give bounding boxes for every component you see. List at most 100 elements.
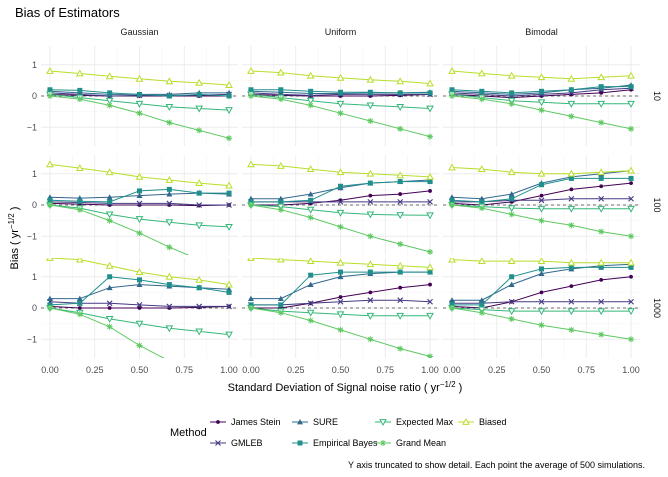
data-point-grand-mean xyxy=(427,133,434,140)
series-empirical-bayes xyxy=(449,264,634,308)
series-empirical-bayes xyxy=(248,179,433,205)
data-point-empirical-bayes xyxy=(308,88,314,94)
data-point-empirical-bayes xyxy=(479,199,485,205)
x-tick-label: 0.50 xyxy=(533,365,551,375)
data-point-empirical-bayes xyxy=(628,84,634,90)
legend-item-grand-mean: Grand Mean xyxy=(375,438,446,448)
legend-key-marker xyxy=(297,440,303,446)
series-biased xyxy=(247,66,434,87)
data-point-expected-max xyxy=(507,308,516,316)
x-tick-label: 0.00 xyxy=(242,365,260,375)
data-point-gmleb xyxy=(226,202,232,208)
series-empirical-bayes xyxy=(449,175,634,205)
y-tick-label: 1 xyxy=(32,60,37,70)
data-point-grand-mean xyxy=(568,222,575,229)
series-grand-mean xyxy=(46,305,202,377)
data-point-biased xyxy=(426,79,434,87)
data-point-biased xyxy=(276,68,285,76)
data-point-james-stein xyxy=(428,189,432,193)
data-point-empirical-bayes xyxy=(308,197,314,203)
legend-label: SURE xyxy=(313,417,338,427)
series-empirical-bayes xyxy=(47,186,232,205)
data-point-expected-max xyxy=(135,320,144,328)
series-biased xyxy=(448,258,635,266)
legend-key-marker xyxy=(462,417,470,425)
data-point-grand-mean xyxy=(46,93,53,99)
data-point-empirical-bayes xyxy=(77,87,83,93)
panel-series xyxy=(448,163,635,240)
data-point-grand-mean xyxy=(478,96,485,103)
data-point-empirical-bayes xyxy=(367,269,373,275)
data-point-sure xyxy=(508,281,515,287)
data-point-grand-mean xyxy=(538,322,545,329)
series-empirical-bayes xyxy=(449,84,634,96)
data-point-empirical-bayes xyxy=(598,84,604,90)
data-point-biased xyxy=(426,263,434,271)
data-point-empirical-bayes xyxy=(196,91,202,97)
x-tick-label: 0.50 xyxy=(131,365,149,375)
data-point-empirical-bayes xyxy=(338,183,343,189)
data-point-empirical-bayes xyxy=(479,302,485,308)
data-point-expected-max xyxy=(537,99,546,107)
facet-label-10: 10 xyxy=(652,91,662,101)
data-point-biased xyxy=(225,81,233,88)
data-point-sure xyxy=(76,295,83,302)
data-point-grand-mean xyxy=(106,102,113,109)
y-tick-label: 0 xyxy=(32,200,37,210)
data-point-empirical-bayes xyxy=(568,175,574,181)
y-axis-title-exponent: −1/2 xyxy=(7,213,16,229)
data-point-expected-max xyxy=(567,205,576,213)
data-point-biased xyxy=(195,78,204,86)
data-point-grand-mean xyxy=(427,248,434,255)
data-point-grand-mean xyxy=(196,371,202,377)
data-point-empirical-bayes xyxy=(509,90,515,96)
data-point-expected-max xyxy=(567,100,576,108)
data-point-biased xyxy=(306,258,315,265)
data-point-james-stein xyxy=(368,193,373,198)
data-point-expected-max xyxy=(195,105,204,113)
data-point-james-stein xyxy=(398,192,403,196)
data-point-james-stein xyxy=(368,290,373,295)
data-point-grand-mean xyxy=(166,244,173,251)
data-point-biased xyxy=(567,74,576,82)
data-point-grand-mean xyxy=(76,311,83,318)
data-point-empirical-bayes xyxy=(107,90,113,96)
data-point-biased xyxy=(597,258,606,266)
data-point-biased xyxy=(46,160,54,168)
data-point-grand-mean xyxy=(76,206,83,213)
data-point-empirical-bayes xyxy=(196,190,202,196)
legend-key-marker xyxy=(379,419,387,427)
data-point-grand-mean xyxy=(196,127,203,134)
data-point-grand-mean xyxy=(598,119,605,126)
data-point-biased xyxy=(448,163,456,171)
data-point-grand-mean xyxy=(478,309,485,316)
data-point-biased xyxy=(507,168,516,176)
data-point-empirical-bayes xyxy=(196,285,202,291)
data-point-expected-max xyxy=(567,308,576,316)
data-point-grand-mean xyxy=(538,217,545,224)
data-point-grand-mean xyxy=(427,353,434,358)
series-biased xyxy=(448,163,635,177)
series-grand-mean xyxy=(247,202,434,255)
data-point-expected-max xyxy=(225,331,233,339)
data-point-grand-mean xyxy=(307,317,314,324)
data-point-gmleb xyxy=(136,301,143,308)
data-point-grand-mean xyxy=(538,107,545,114)
data-point-expected-max xyxy=(105,97,114,105)
data-point-grand-mean xyxy=(397,125,404,132)
data-point-empirical-bayes xyxy=(77,198,83,204)
data-point-gmleb xyxy=(598,298,605,305)
data-point-expected-max xyxy=(597,100,606,108)
data-point-gmleb xyxy=(307,300,314,307)
x-tick-label: 1.00 xyxy=(622,365,640,375)
data-point-biased xyxy=(366,75,375,83)
series-grand-mean xyxy=(247,93,434,140)
data-point-empirical-bayes xyxy=(598,264,604,270)
data-point-expected-max xyxy=(366,211,375,219)
data-point-empirical-bayes xyxy=(568,87,574,93)
data-point-biased xyxy=(336,258,345,266)
facet-label-100: 100 xyxy=(652,197,662,212)
data-point-biased xyxy=(448,66,456,74)
data-point-gmleb xyxy=(538,298,545,305)
y-axis-title: Bias ( yr−1/2 ) xyxy=(7,207,21,270)
